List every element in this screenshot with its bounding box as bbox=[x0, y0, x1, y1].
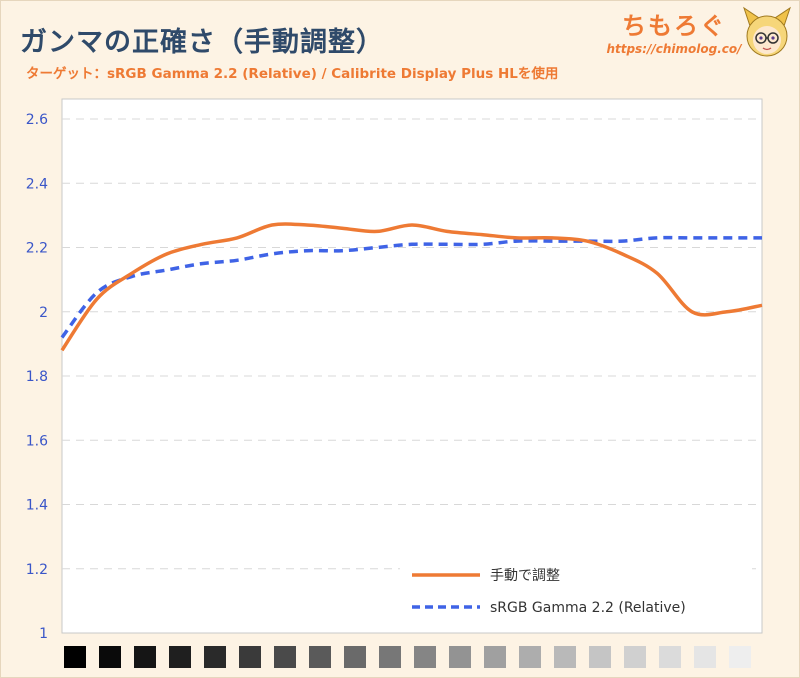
gray-swatch bbox=[274, 646, 296, 668]
y-tick-label: 1 bbox=[39, 626, 48, 642]
y-tick-label: 1.2 bbox=[26, 562, 48, 578]
gray-swatch bbox=[99, 646, 121, 668]
brand-name: ちもろぐ bbox=[622, 12, 726, 40]
gray-swatch bbox=[729, 646, 751, 668]
gray-swatch bbox=[694, 646, 716, 668]
y-tick-label: 1.4 bbox=[26, 498, 48, 514]
series-group bbox=[60, 222, 763, 352]
y-tick-label: 2.4 bbox=[26, 176, 48, 192]
gray-swatch bbox=[449, 646, 471, 668]
y-tick-label: 2 bbox=[39, 305, 48, 321]
y-tick-label: 1.6 bbox=[26, 433, 48, 449]
brand-url: https://chimolog.co/ bbox=[606, 42, 742, 56]
mascot-icon bbox=[743, 6, 791, 57]
gray-swatch bbox=[169, 646, 191, 668]
y-tick-label: 2.6 bbox=[26, 112, 48, 128]
gray-swatch bbox=[484, 646, 506, 668]
gray-swatch bbox=[659, 646, 681, 668]
chart-subtitle: ターゲット：sRGB Gamma 2.2 (Relative) / Calibr… bbox=[26, 66, 559, 82]
gray-swatch bbox=[554, 646, 576, 668]
gray-swatch bbox=[519, 646, 541, 668]
gray-swatch bbox=[344, 646, 366, 668]
gray-swatch bbox=[589, 646, 611, 668]
gray-swatch bbox=[64, 646, 86, 668]
legend-box bbox=[400, 555, 752, 627]
gray-swatch bbox=[204, 646, 226, 668]
gray-swatch bbox=[309, 646, 331, 668]
gray-swatch bbox=[134, 646, 156, 668]
y-tick-label: 2.2 bbox=[26, 241, 48, 257]
legend-label-target: sRGB Gamma 2.2 (Relative) bbox=[490, 600, 686, 616]
brand-logo: ちもろぐ https://chimolog.co/ bbox=[604, 4, 796, 64]
gray-swatch bbox=[414, 646, 436, 668]
chart-title: ガンマの正確さ（手動調整） bbox=[20, 27, 384, 58]
legend: 手動で調整 sRGB Gamma 2.2 (Relative) bbox=[400, 555, 752, 627]
y-tick-label: 1.8 bbox=[26, 369, 48, 385]
plot-area bbox=[61, 98, 763, 634]
legend-label-manual: 手動で調整 bbox=[490, 568, 560, 584]
y-axis-ticks: 1 1.2 1.4 1.6 1.8 2 2.2 2.4 2.6 bbox=[26, 112, 48, 642]
gray-swatch bbox=[379, 646, 401, 668]
gray-swatch bbox=[624, 646, 646, 668]
series-line-target bbox=[60, 235, 762, 339]
x-axis-swatches bbox=[64, 646, 751, 668]
gray-swatch bbox=[239, 646, 261, 668]
series-line-manual bbox=[60, 222, 763, 352]
